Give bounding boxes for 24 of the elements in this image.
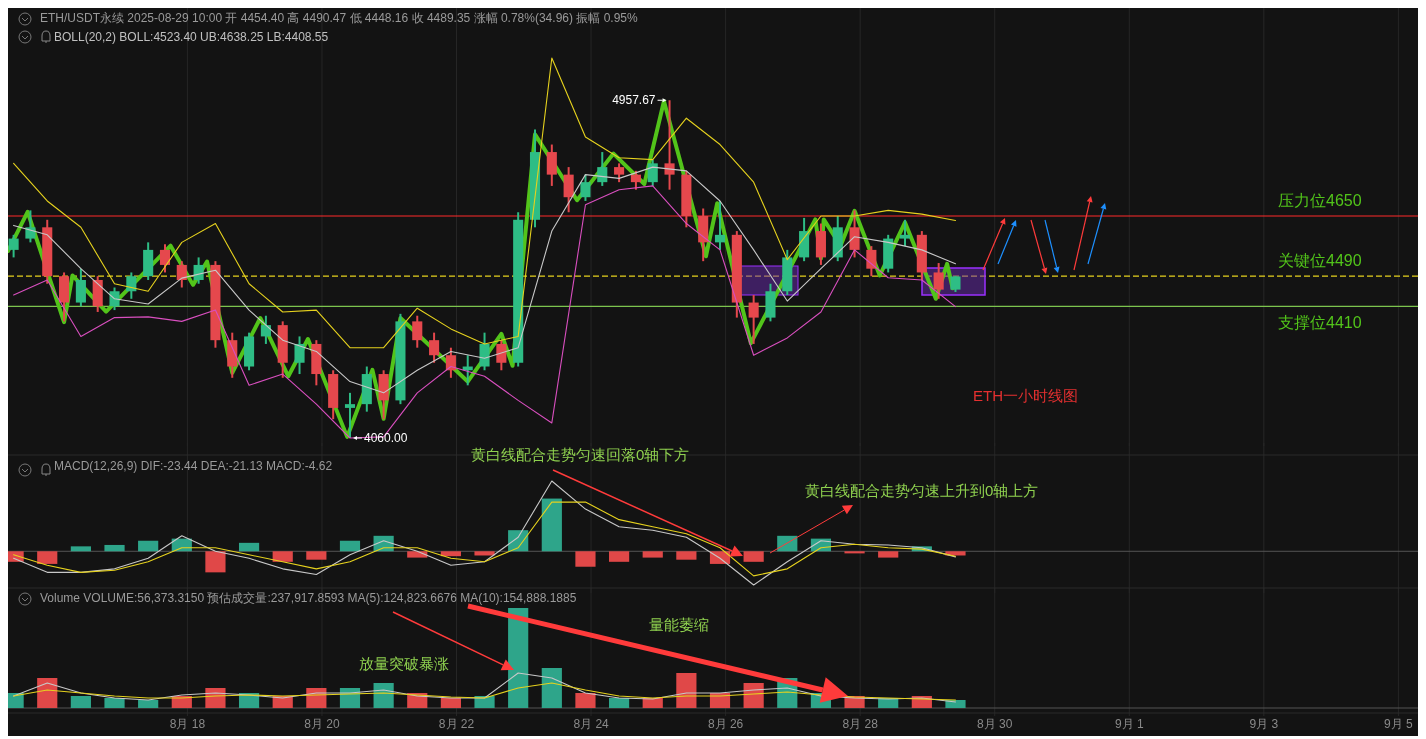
- ref-line-label: 压力位4650: [1278, 192, 1362, 210]
- annotation: 黄白线配合走势匀速上升到0轴上方: [805, 482, 1039, 499]
- chart-title: MACD(12,26,9) DIF:-23.44 DEA:-21.13 MACD:-4.62: [54, 459, 333, 473]
- chart-subtitle: BOLL(20,2) BOLL:4523.40 UB:4638.25 LB:4408.55: [54, 30, 329, 44]
- x-tick-label: 8月 24: [573, 717, 610, 731]
- x-tick-label: 8月 20: [304, 717, 340, 731]
- ref-line-label: 关键位4490: [1278, 252, 1362, 270]
- x-tick-label: 8月 30: [977, 717, 1013, 731]
- annotation: 放量突破暴涨: [359, 655, 449, 672]
- ref-line-label: 支撑位4410: [1278, 314, 1362, 332]
- annotation: ETH一小时线图: [973, 387, 1078, 404]
- x-tick-label: 9月 5: [1384, 717, 1414, 731]
- chart-title: Volume VOLUME:56,373.3150 预估成交量:237,917.8593 MA(5):124,823.6676 MA(10):154,888.1885: [40, 591, 577, 605]
- annotation: 量能萎缩: [649, 616, 709, 633]
- x-tick-label: 8月 22: [438, 717, 475, 731]
- x-tick-label: 8月 26: [707, 717, 744, 731]
- x-tick-label: 8月 28: [842, 717, 879, 731]
- x-tick-label: 8月 18: [169, 717, 206, 731]
- annotation: 4060.00: [363, 431, 408, 445]
- x-tick-label: 9月 1: [1114, 717, 1144, 731]
- x-tick-label: 9月 3: [1249, 717, 1279, 731]
- chart-title: ETH/USDT永续 2025-08-29 10:00 开 4454.40 高 4490.47 低 4448.16 收 4489.35 涨幅 0.78%(34.96) 振幅 0.95%: [40, 11, 638, 25]
- text: 黄白线配合走势匀速回落0轴下方: [471, 446, 690, 463]
- annotation: 4957.67: [612, 93, 656, 108]
